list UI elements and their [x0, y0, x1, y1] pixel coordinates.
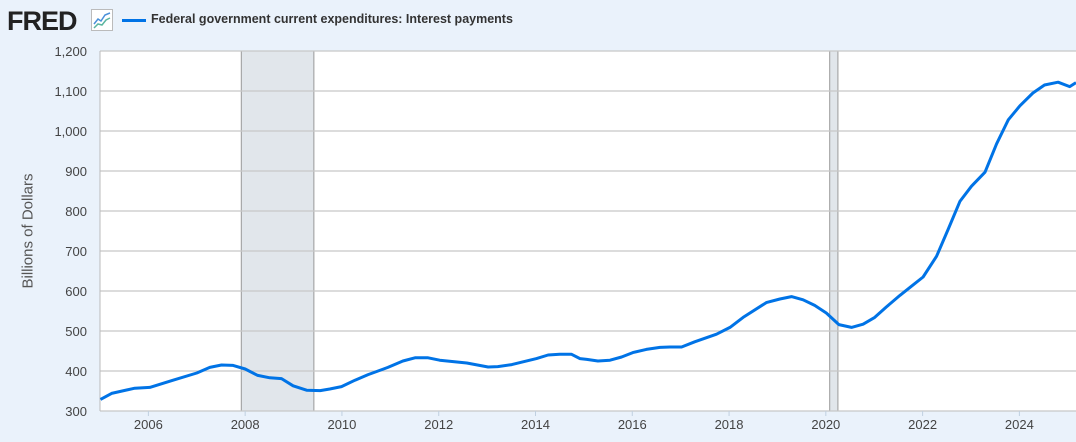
y-tick-label: 1,000 — [54, 124, 87, 139]
x-tick-label: 2018 — [715, 417, 744, 432]
x-tick-label: 2014 — [521, 417, 550, 432]
fred-logo[interactable]: FRED — [7, 6, 77, 36]
y-tick-label: 400 — [65, 364, 87, 379]
y-tick-label: 500 — [65, 324, 87, 339]
x-tick-label: 2022 — [908, 417, 937, 432]
x-tick-label: 2006 — [134, 417, 163, 432]
chart-line-icon — [91, 9, 113, 31]
y-tick-label: 600 — [65, 284, 87, 299]
series-line — [99, 80, 1076, 401]
y-tick-label: 1,100 — [54, 84, 87, 99]
y-tick-label: 700 — [65, 244, 87, 259]
y-tick-label: 300 — [65, 404, 87, 419]
y-tick-label: 1,200 — [54, 44, 87, 59]
y-tick-label: 900 — [65, 164, 87, 179]
x-tick-label: 2020 — [811, 417, 840, 432]
recession-band — [829, 51, 838, 411]
x-tick-label: 2016 — [618, 417, 647, 432]
y-tick-label: 800 — [65, 204, 87, 219]
legend-label[interactable]: Federal government current expenditures:… — [151, 12, 513, 26]
x-tick-label: 2008 — [231, 417, 260, 432]
x-tick-label: 2012 — [424, 417, 453, 432]
legend-swatch — [122, 19, 146, 22]
recession-band — [241, 51, 314, 411]
x-tick-label: 2010 — [327, 417, 356, 432]
x-tick-label: 2024 — [1005, 417, 1034, 432]
